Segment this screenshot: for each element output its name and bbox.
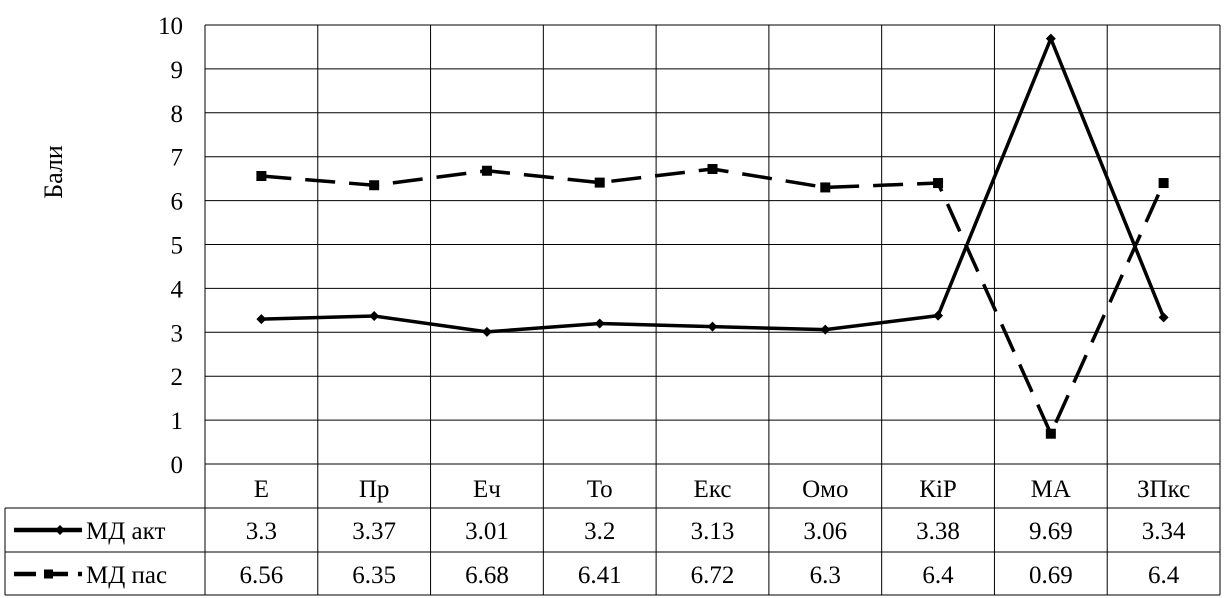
- y-tick-label: 6: [171, 189, 184, 216]
- data-point: [707, 163, 718, 174]
- y-tick-label: 0: [171, 452, 184, 479]
- data-point: [707, 321, 718, 332]
- y-axis-label: Бали: [39, 145, 68, 199]
- data-table-cell: 6.4: [1148, 562, 1180, 589]
- y-tick-label: 7: [171, 145, 184, 172]
- data-point: [820, 324, 831, 335]
- y-tick-label: 2: [171, 364, 184, 391]
- data-point: [256, 314, 267, 325]
- data-point: [481, 326, 492, 337]
- data-table-cell: 3.01: [465, 518, 509, 545]
- data-table-cell: 3.34: [1142, 518, 1186, 545]
- data-point: [594, 177, 605, 188]
- data-point: [933, 178, 944, 189]
- legend-key-marker: [44, 569, 53, 579]
- x-category-label: То: [587, 476, 613, 503]
- data-point: [594, 318, 605, 329]
- data-table-cell: 6.4: [922, 562, 954, 589]
- data-point: [481, 165, 492, 176]
- y-tick-label: 8: [171, 101, 184, 128]
- y-tick-label: 10: [158, 13, 183, 40]
- data-point: [369, 180, 380, 191]
- series-line: [261, 167, 1166, 436]
- data-table-cell: 6.41: [578, 562, 622, 589]
- y-tick-label: 1: [171, 408, 184, 435]
- x-category-label: Пр: [359, 476, 390, 503]
- x-category-label: Еч: [473, 476, 501, 503]
- series-layer: [256, 33, 1169, 439]
- data-table-cell: 3.06: [803, 518, 847, 545]
- data-point: [1045, 33, 1056, 44]
- data-point: [1045, 428, 1056, 439]
- x-category-label: КіР: [919, 476, 957, 503]
- data-table-cell: 6.3: [810, 562, 841, 589]
- x-category-label: Е: [254, 476, 269, 503]
- data-table-cell: 3.37: [352, 518, 396, 545]
- y-tick-label: 9: [171, 57, 184, 84]
- data-table-cell: 6.68: [465, 562, 509, 589]
- x-category-label: Омо: [802, 476, 848, 503]
- x-category-label: ЗПкс: [1137, 476, 1190, 503]
- x-category-label: МА: [1031, 476, 1071, 503]
- data-table-cell: 9.69: [1029, 518, 1073, 545]
- y-tick-label: 3: [171, 320, 184, 347]
- data-table: Е Пр Еч То Екс Омо КіР МА ЗПкс МД акт 3.3 3.37 3.01 3…: [4, 476, 1221, 596]
- y-axis: 0 1 2 3 4 5 6 7 8 9 10: [158, 13, 184, 479]
- data-point: [820, 182, 831, 193]
- data-point: [256, 171, 267, 182]
- data-point: [1158, 312, 1169, 323]
- y-tick-label: 5: [171, 233, 184, 260]
- legend-key-marker: [55, 525, 65, 535]
- legend-label: МД акт: [86, 518, 165, 545]
- data-table-cell: 6.35: [352, 562, 396, 589]
- data-point: [1158, 178, 1169, 189]
- legend-label: МД пас: [86, 562, 167, 589]
- data-table-cell: 6.56: [240, 562, 284, 589]
- data-table-cell: 3.38: [916, 518, 960, 545]
- data-table-cell: 3.2: [584, 518, 615, 545]
- y-tick-label: 4: [171, 276, 184, 303]
- series-line: [261, 36, 1166, 334]
- data-table-cell: 3.3: [246, 518, 277, 545]
- data-point: [369, 311, 380, 322]
- grid: [204, 24, 1221, 508]
- data-table-cell: 0.69: [1029, 562, 1073, 589]
- data-table-cell: 3.13: [691, 518, 735, 545]
- data-point: [933, 310, 944, 321]
- x-category-label: Екс: [694, 476, 732, 503]
- data-table-cell: 6.72: [691, 562, 735, 589]
